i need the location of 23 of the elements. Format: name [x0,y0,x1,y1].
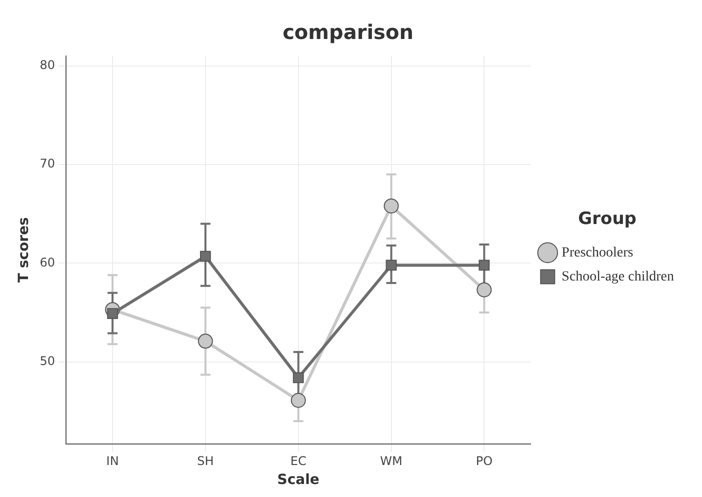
legend-label: Preschoolers [562,245,634,260]
point [386,260,397,271]
x-tick-label: EC [290,454,306,468]
y-tick-label: 60 [40,255,56,270]
point [476,282,492,298]
point [478,260,490,271]
x-axis-title: Scale [277,472,320,488]
y-axis-title: T scores [16,217,32,283]
x-tick-label: WM [380,454,402,468]
y-tick-label: 50 [40,354,56,368]
x-tick-label: SH [197,454,214,468]
x-tick-label: IN [106,454,119,468]
y-tick-label: 80 [40,58,56,72]
point [290,392,306,408]
point [384,198,399,214]
legend-label: School-age children [562,269,674,284]
chart-title: comparison [282,20,414,44]
legend-title: Group [578,209,636,230]
point [198,334,213,349]
point [200,250,211,262]
x-tick-label: PO [476,454,493,468]
y-tick-label: 70 [40,156,56,171]
point [292,372,304,384]
